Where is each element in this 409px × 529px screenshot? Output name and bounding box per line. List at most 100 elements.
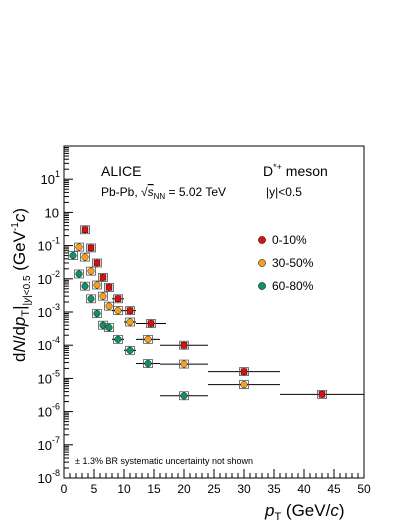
data-point: [180, 342, 188, 349]
data-series: [68, 225, 364, 401]
x-tick-label: 40: [297, 482, 311, 496]
experiment-label: ALICE: [101, 163, 141, 179]
systematic-box: [143, 359, 153, 368]
data-point: [81, 282, 89, 290]
y-tick-label: 101: [41, 169, 60, 187]
y-tick-label: 10-7: [38, 435, 60, 453]
x-tick-label: 15: [147, 482, 161, 496]
data-point: [75, 243, 83, 251]
data-point: [180, 360, 188, 368]
data-point: [81, 226, 89, 233]
systematic-box: [92, 280, 102, 290]
data-point: [99, 292, 107, 300]
y-axis-ticks: 10-8 10-7 10-6 10-5 10-4 10-3 10-2 10-1 10 101: [38, 145, 73, 486]
legend-label: 30-50%: [272, 256, 314, 270]
data-point: [99, 321, 107, 329]
legend-item: 30-50%: [258, 256, 314, 270]
legend-label: 60-80%: [272, 279, 314, 293]
series-60-80%: [68, 251, 208, 401]
systematic-box: [239, 380, 249, 390]
x-tick-label: 10: [117, 482, 131, 496]
x-axis-title: pT (GeV/c): [264, 501, 345, 523]
y-tick-label: 10-8: [38, 468, 60, 486]
systematic-box: [317, 389, 327, 399]
data-point: [69, 252, 77, 260]
legend-item: 60-80%: [258, 279, 314, 293]
x-tick-label: 5: [91, 482, 98, 496]
systematic-box: [86, 266, 96, 276]
x-tick-label: 20: [177, 482, 191, 496]
y-axis-title: dN/dpT||y|<0.5 (GeV-1c): [10, 208, 33, 362]
data-point: [105, 302, 113, 310]
data-point: [93, 310, 101, 318]
systematic-box: [113, 294, 123, 304]
systematic-box: [68, 251, 78, 260]
systematic-box: [125, 306, 135, 316]
systematic-box: [86, 243, 96, 253]
systematic-box: [239, 367, 249, 377]
data-point: [240, 381, 248, 389]
x-tick-label: 50: [357, 482, 371, 496]
data-point: [105, 284, 113, 291]
y-tick-label: 10-2: [38, 269, 60, 287]
data-point: [75, 270, 83, 278]
legend-item: 0-10%: [258, 233, 307, 247]
data-point: [147, 320, 155, 327]
data-point: [318, 391, 326, 398]
data-point: [114, 335, 122, 343]
data-point: [180, 392, 188, 400]
y-tick-label: 10-1: [38, 236, 60, 254]
x-axis-ticks: 0 5 10 15 20 25 30 35 40 45 50: [61, 469, 371, 496]
data-point: [114, 295, 122, 302]
y-tick-label: 10-4: [38, 335, 60, 353]
data-point: [87, 244, 95, 252]
data-point: [144, 335, 152, 343]
y-tick-label: 10-5: [38, 368, 60, 386]
y-tick-label: 10-6: [38, 402, 60, 420]
systematic-box: [74, 242, 84, 252]
particle-label: D*+ meson: [263, 162, 328, 179]
systematic-box: [113, 334, 123, 344]
y-tick-label: 10: [45, 205, 59, 220]
footnote: ± 1.3% BR systematic uncertainty not sho…: [75, 456, 253, 466]
legend-marker: [258, 282, 266, 290]
series-0-10%: [80, 225, 364, 399]
data-point: [93, 259, 101, 267]
systematic-box: [80, 281, 90, 291]
rapidity-label: |y|<0.5: [266, 185, 302, 199]
x-tick-label: 45: [327, 482, 341, 496]
data-point: [126, 346, 134, 354]
data-point: [240, 368, 248, 375]
systematic-box: [92, 309, 102, 318]
system-energy: = 5.02 TeV: [169, 185, 227, 199]
systematic-box: [80, 252, 90, 262]
x-tick-label: 0: [61, 482, 68, 496]
legend: 0-10% 30-50% 60-80%: [258, 233, 314, 293]
particle-sup: *+: [273, 162, 282, 172]
data-point: [114, 307, 122, 315]
x-tick-label: 30: [237, 482, 251, 496]
systematic-box: [104, 323, 114, 332]
systematic-box: [125, 317, 135, 327]
legend-marker: [258, 259, 266, 267]
systematic-box: [179, 340, 189, 350]
svg-text:dN/dpT||y|<0.5 (GeV-1c): dN/dpT||y|<0.5 (GeV-1c): [10, 208, 33, 362]
data-point: [87, 267, 95, 275]
y-tick-label: 10-3: [38, 302, 60, 320]
systematic-box: [179, 359, 189, 369]
systematic-box: [80, 225, 90, 235]
systematic-box: [146, 319, 156, 328]
data-point: [81, 253, 89, 261]
systematic-box: [113, 306, 123, 316]
data-point: [99, 274, 107, 281]
systematic-box: [104, 283, 114, 292]
particle-name: D: [263, 163, 273, 179]
legend-label: 0-10%: [272, 233, 307, 247]
data-point: [144, 360, 152, 368]
systematic-box: [98, 273, 108, 282]
data-point: [126, 318, 134, 326]
data-point: [87, 295, 95, 303]
particle-suffix: meson: [282, 163, 328, 179]
systematic-box: [104, 301, 114, 311]
